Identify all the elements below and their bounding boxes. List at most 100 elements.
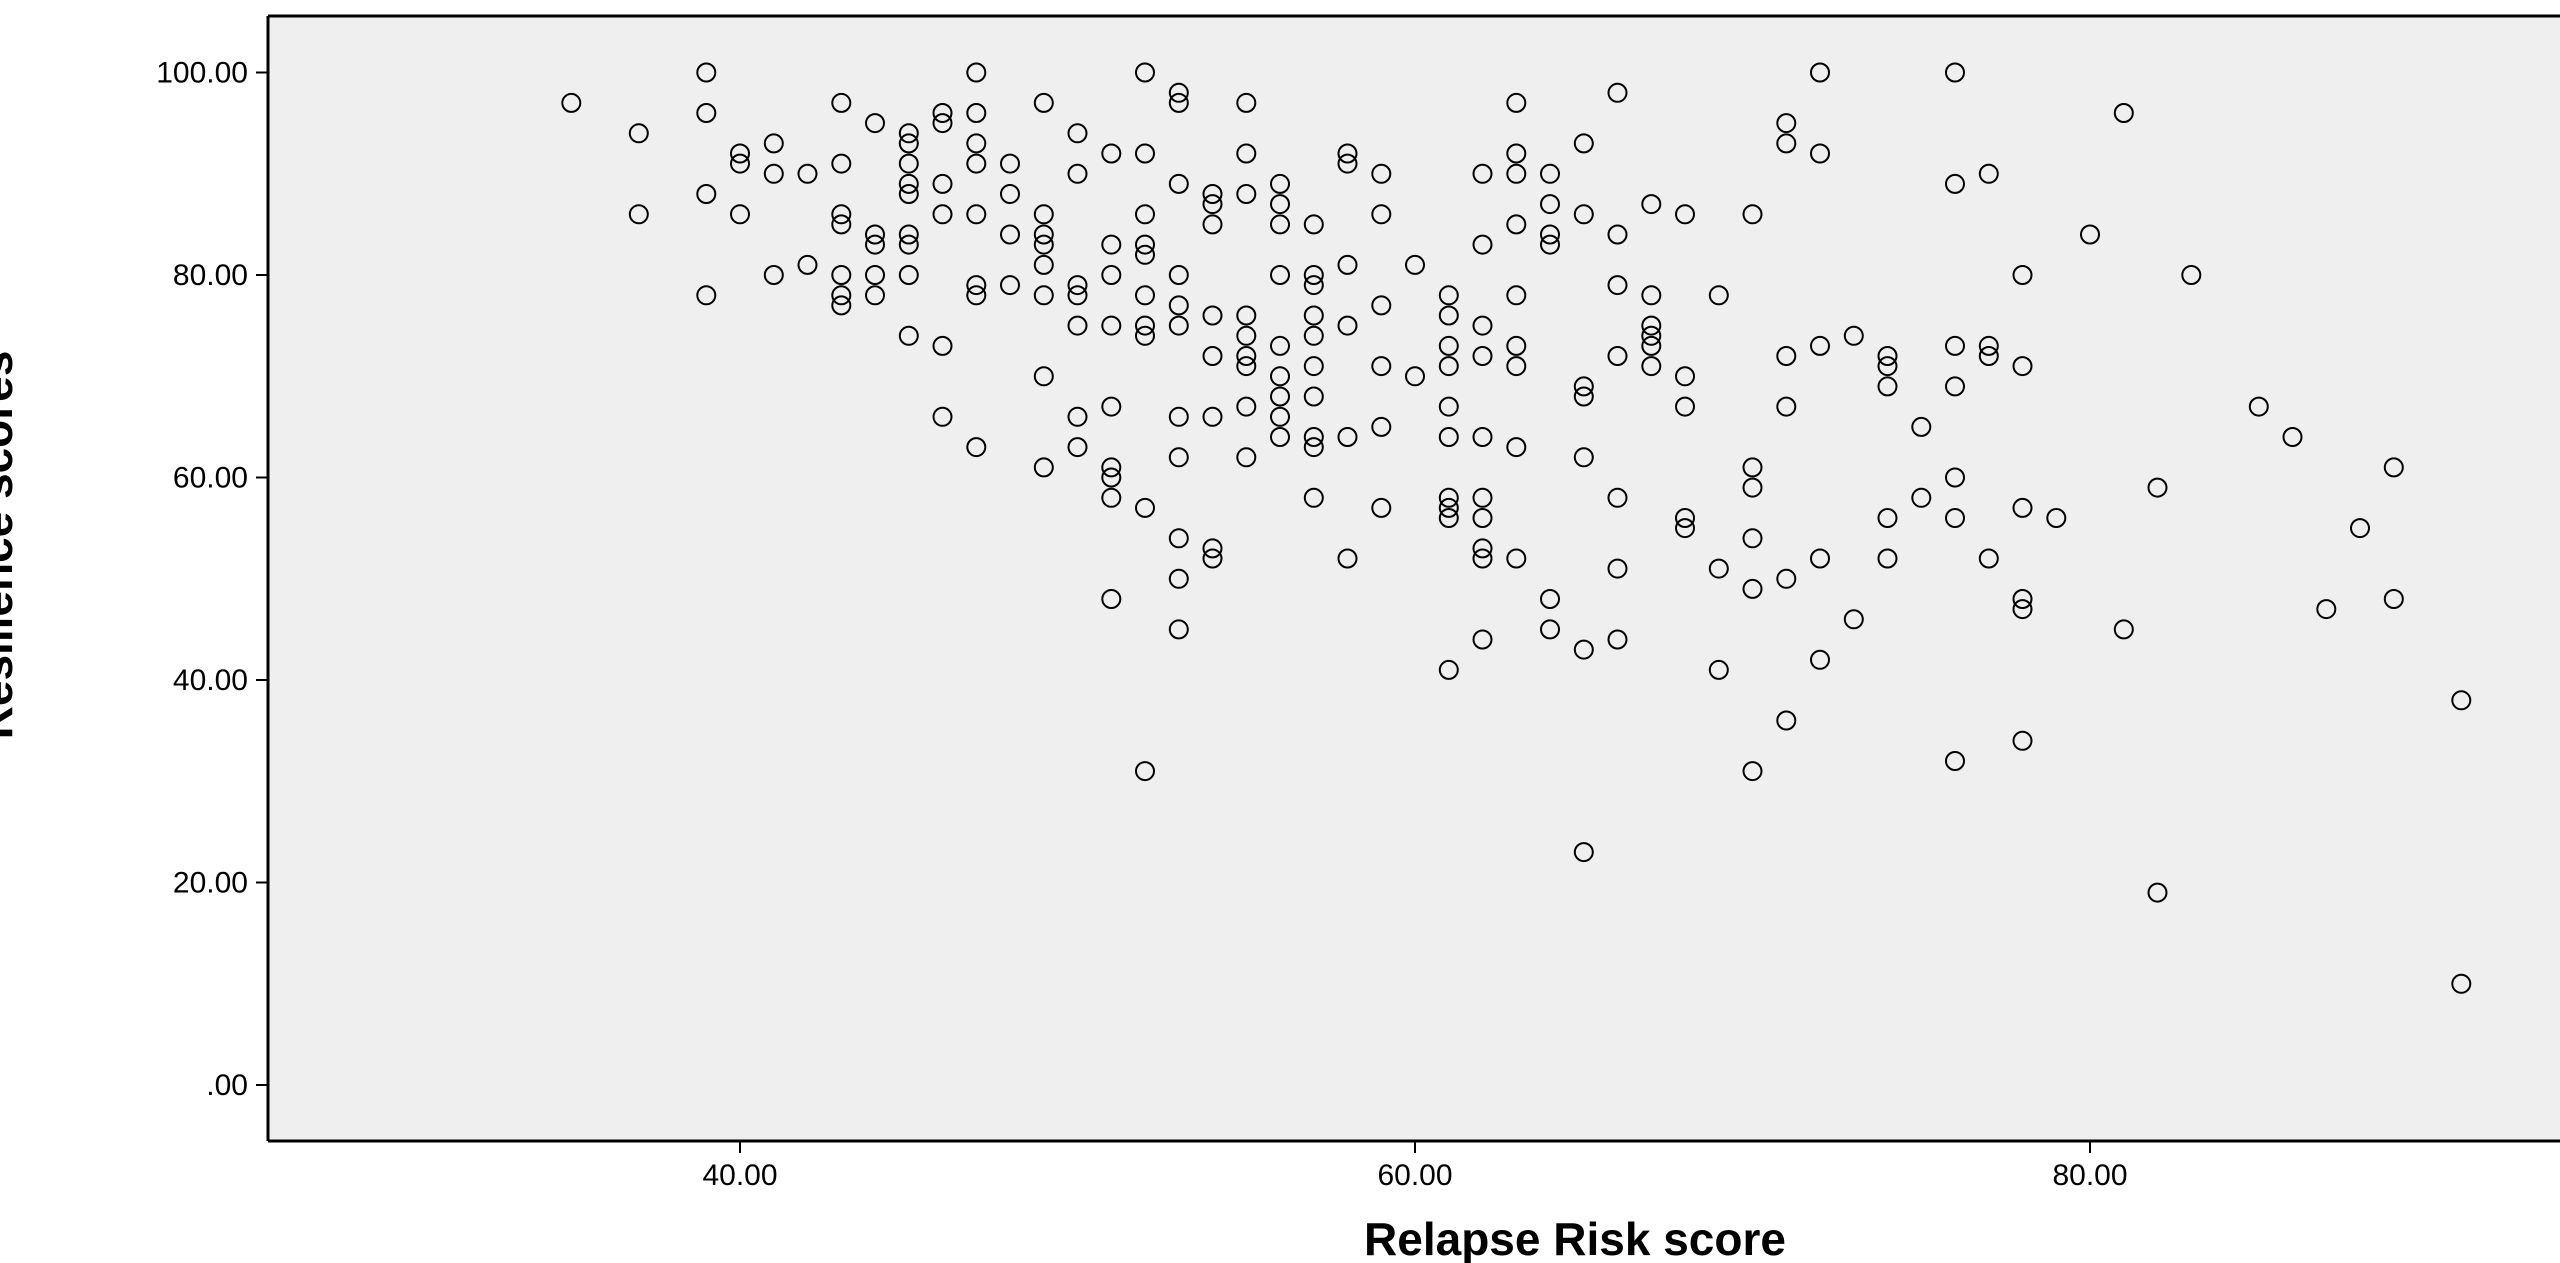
scatter-point xyxy=(1270,265,1290,285)
scatter-point xyxy=(1438,305,1459,326)
scatter-point xyxy=(1607,82,1628,103)
scatter-point xyxy=(1438,285,1459,306)
scatter-point xyxy=(1303,386,1324,407)
scatter-point xyxy=(1877,376,1898,397)
scatter-point xyxy=(1168,265,1189,285)
scatter-point xyxy=(2012,356,2033,377)
scatter-point xyxy=(1000,153,1020,174)
scatter-point xyxy=(1101,234,1122,255)
scatter-point xyxy=(1472,427,1493,447)
scatter-point xyxy=(831,92,852,113)
scatter-point xyxy=(831,204,852,225)
scatter-point xyxy=(1101,589,1122,609)
scatter-point xyxy=(1810,335,1830,356)
scatter-point xyxy=(865,234,885,255)
scatter-point xyxy=(865,265,885,285)
scatter-point xyxy=(865,285,885,306)
scatter-point xyxy=(1101,467,1122,488)
scatter-point xyxy=(1877,508,1898,528)
scatter-point xyxy=(865,224,885,245)
scatter-point xyxy=(1607,275,1628,296)
scatter-point xyxy=(2113,103,2134,123)
scatter-point xyxy=(1438,497,1459,518)
scatter-point xyxy=(1303,265,1324,285)
scatter-point xyxy=(1506,356,1527,377)
scatter-point xyxy=(932,335,953,356)
scatter-point xyxy=(1438,335,1459,356)
scatter-point xyxy=(1270,194,1290,215)
scatter-point xyxy=(1506,285,1527,306)
scatter-point xyxy=(1540,619,1560,640)
scatter-point xyxy=(1573,842,1594,863)
scatter-point xyxy=(966,275,987,296)
scatter-point xyxy=(932,204,953,225)
scatter-point xyxy=(797,163,818,184)
scatter-point xyxy=(2012,599,2033,620)
scatter-point xyxy=(1303,356,1324,377)
scatter-point xyxy=(1067,163,1088,184)
scatter-point xyxy=(1978,163,1999,184)
scatter-point xyxy=(831,153,852,174)
scatter-point xyxy=(831,214,852,235)
scatter-point xyxy=(1202,184,1223,204)
scatter-point xyxy=(1438,487,1459,508)
scatter-point xyxy=(1742,578,1763,599)
scatter-point xyxy=(1067,315,1088,336)
x-axis-ticks: 40.00 60.00 80.00 xyxy=(702,1141,2128,1192)
scatter-point xyxy=(1607,224,1628,245)
scatter-point xyxy=(1270,214,1290,235)
scatter-point xyxy=(966,103,987,123)
scatter-point xyxy=(1877,548,1898,569)
scatter-point xyxy=(1270,406,1290,427)
scatter-point xyxy=(1945,173,1965,194)
scatter-point xyxy=(966,153,987,174)
scatter-point xyxy=(1911,487,1932,508)
scatter-point xyxy=(2383,589,2404,609)
scatter-point xyxy=(1675,204,1695,225)
scatter-point xyxy=(1303,325,1324,346)
scatter-point xyxy=(1303,305,1324,326)
scatter-point xyxy=(1371,163,1392,184)
scatter-point xyxy=(898,234,919,255)
scatter-point xyxy=(1810,649,1830,670)
scatter-point xyxy=(1506,335,1527,356)
scatter-point xyxy=(1776,133,1797,154)
scatter-point xyxy=(2383,457,2404,478)
scatter-point xyxy=(1202,346,1223,366)
scatter-point xyxy=(1506,163,1527,184)
scatter-point xyxy=(1337,548,1358,569)
scatter-point xyxy=(1000,275,1020,296)
scatter-point xyxy=(1472,508,1493,528)
scatter-point xyxy=(1506,214,1527,235)
scatter-point xyxy=(1202,214,1223,235)
scatter-point xyxy=(1371,204,1392,225)
scatter-point xyxy=(1135,244,1155,265)
scatter-point xyxy=(1168,82,1189,103)
scatter-point xyxy=(1236,92,1257,113)
scatter-point xyxy=(1472,538,1493,559)
scatter-point xyxy=(932,406,953,427)
scatter-point xyxy=(1506,437,1527,458)
scatter-point xyxy=(1168,295,1189,316)
scatter-point xyxy=(1371,416,1392,437)
scatter-point xyxy=(1675,518,1695,539)
scatter-point xyxy=(696,103,717,123)
scatter-point xyxy=(1978,346,1999,366)
scatter-point xyxy=(1371,295,1392,316)
scatter-point xyxy=(1101,457,1122,478)
scatter-point xyxy=(1101,315,1122,336)
plot-background xyxy=(268,16,2560,1141)
scatter-point xyxy=(1742,477,1763,498)
scatter-point xyxy=(1033,92,1054,113)
scatter-point xyxy=(1202,538,1223,559)
scatter-point xyxy=(797,254,818,275)
scatter-point xyxy=(966,437,987,458)
scatter-point xyxy=(1810,143,1830,164)
scatter-point xyxy=(2147,477,2168,498)
scatter-point xyxy=(1405,254,1425,275)
scatter-point xyxy=(1607,346,1628,366)
scatter-point xyxy=(2012,730,2033,751)
y-tick-label: 80.00 xyxy=(173,259,248,292)
scatter-point xyxy=(1742,761,1763,782)
scatter-point xyxy=(1067,123,1088,144)
